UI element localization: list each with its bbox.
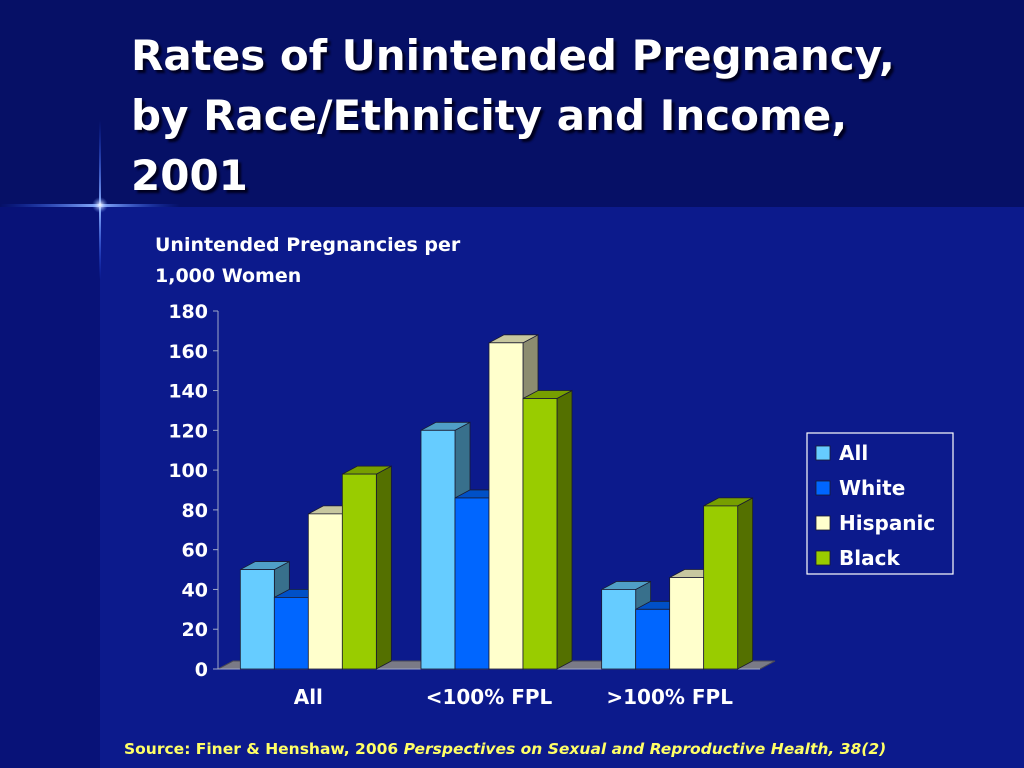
- bar: [488, 342, 524, 670]
- y-tick-label: 20: [182, 619, 208, 641]
- y-axis-title-line: 1,000 Women: [155, 265, 301, 287]
- bar: [420, 429, 456, 670]
- x-tick-label: All: [294, 685, 323, 709]
- bar: [341, 473, 377, 670]
- slide-title: Rates of Unintended Pregnancy, by Race/E…: [131, 26, 1011, 206]
- left-band: [0, 207, 100, 768]
- y-tick-label: 160: [168, 341, 208, 363]
- legend-swatch: [815, 445, 831, 461]
- source-journal: Perspectives on Sexual and Reproductive …: [403, 740, 887, 758]
- y-tick-label: 80: [182, 500, 208, 522]
- x-tick-label: >100% FPL: [606, 685, 733, 709]
- sparkle-decoration: [92, 197, 108, 213]
- bar: [307, 513, 343, 670]
- legend-label: Hispanic: [839, 511, 935, 535]
- bar-side: [737, 497, 754, 670]
- bar: [273, 597, 309, 670]
- legend-swatch: [815, 480, 831, 496]
- title-line-3: 2001: [131, 151, 248, 200]
- y-tick-label: 40: [182, 579, 208, 601]
- bar: [454, 497, 490, 670]
- legend-swatch: [815, 515, 831, 531]
- legend-label: All: [839, 441, 868, 465]
- y-tick-label: 120: [168, 420, 208, 442]
- bar-side: [375, 465, 392, 670]
- title-banner: [0, 0, 1024, 207]
- x-tick-label: <100% FPL: [426, 685, 553, 709]
- bar-side: [556, 389, 573, 670]
- bar: [239, 569, 275, 670]
- y-axis-title-line: Unintended Pregnancies per: [155, 234, 461, 256]
- chart-legend: [806, 432, 954, 575]
- bar: [703, 505, 739, 670]
- y-tick-label: 0: [195, 659, 208, 681]
- bar: [635, 608, 671, 670]
- source-author: Source: Finer & Henshaw, 2006: [124, 740, 404, 758]
- y-tick-label: 140: [168, 381, 208, 403]
- bar: [669, 577, 705, 670]
- bar: [522, 398, 558, 670]
- legend-label: Black: [839, 546, 900, 570]
- title-line-2: by Race/Ethnicity and Income,: [131, 91, 848, 140]
- y-tick-label: 180: [168, 301, 208, 323]
- bar: [601, 589, 637, 670]
- source-citation: Source: Finer & Henshaw, 2006 Perspectiv…: [124, 740, 1014, 758]
- accent-line-horizontal: [0, 204, 180, 207]
- y-tick-label: 60: [182, 540, 208, 562]
- title-line-1: Rates of Unintended Pregnancy,: [131, 31, 895, 80]
- legend-swatch: [815, 550, 831, 566]
- legend-label: White: [839, 476, 905, 500]
- bar-chart: Unintended Pregnancies per 1,000 Women 0 20…: [155, 234, 954, 709]
- y-tick-label: 100: [168, 460, 208, 482]
